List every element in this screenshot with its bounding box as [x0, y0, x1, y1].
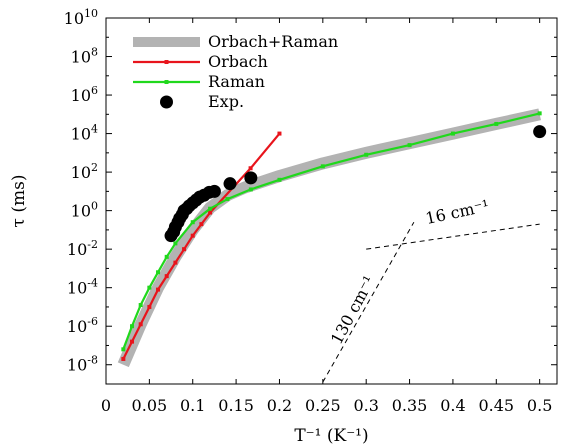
raman-point [121, 347, 126, 352]
y-axis-label: τ (ms) [9, 175, 29, 228]
axis-ticks: 0 0.05 0.1 0.15 0.2 0.25 0.3 0.35 0.4 0.45 0.5 10-8… [64, 7, 557, 415]
guide-lines [322, 221, 540, 383]
annotation-label: 16 cm⁻¹ [424, 196, 491, 228]
orbach-point [147, 304, 152, 309]
raman-point [225, 197, 230, 202]
y-tick-label: 102 [71, 161, 98, 182]
raman-point [320, 164, 325, 169]
raman-point [248, 187, 253, 192]
raman-line [122, 112, 540, 350]
raman-point [407, 143, 412, 148]
x-tick-label: 0.15 [218, 396, 254, 415]
exp-point [223, 177, 237, 191]
y-tick-label: 10-6 [67, 315, 98, 336]
raman-point [173, 241, 178, 246]
x-tick-label: 0.35 [392, 396, 428, 415]
orbach-point [182, 247, 187, 252]
exp-point [244, 171, 258, 185]
x-tick-label: 0.3 [353, 396, 378, 415]
y-tick-label: 100 [71, 200, 98, 221]
orbach-point [199, 222, 204, 227]
raman-point [537, 111, 542, 116]
x-tick-label: 0.1 [180, 396, 205, 415]
y-tick-label: 10-2 [67, 238, 98, 259]
orbach-raman-band [117, 108, 541, 368]
orbach-point [130, 339, 135, 344]
orbach-point [173, 260, 178, 265]
legend-swatch-dot [160, 95, 173, 109]
y-tick-label: 10-4 [67, 277, 98, 298]
y-tick-label: 108 [71, 46, 98, 67]
x-tick-label: 0.45 [478, 396, 514, 415]
legend-label: Orbach [208, 52, 268, 71]
raman-point [450, 131, 455, 136]
raman-point [364, 152, 369, 157]
y-tick-label: 104 [71, 123, 98, 144]
x-tick-label: 0.2 [267, 396, 292, 415]
exp-point [533, 125, 547, 139]
x-tick-label: 0.5 [527, 396, 552, 415]
orbach-point [277, 131, 282, 136]
exp-point [207, 184, 221, 198]
orbach-point [164, 274, 169, 279]
y-tick-label: 106 [71, 84, 98, 105]
raman-point [138, 303, 143, 308]
annotation-label: 130 cm⁻¹ [327, 273, 379, 348]
orbach-point [208, 210, 213, 215]
legend-swatch-marker [164, 60, 169, 64]
orbach-point [190, 233, 195, 238]
x-tick-label: 0.05 [132, 396, 168, 415]
legend-label: Raman [208, 72, 265, 91]
raman-point [494, 121, 499, 126]
raman-point [130, 324, 135, 329]
plot-frame [105, 17, 558, 385]
x-tick-label: 0 [101, 396, 111, 415]
legend-swatch-marker [164, 80, 169, 84]
raman-point [147, 285, 152, 290]
x-tick-label: 0.4 [440, 396, 465, 415]
raman-point [277, 177, 282, 182]
orbach-point [121, 356, 126, 361]
orbach-point [248, 166, 253, 171]
raman-point [164, 254, 169, 259]
legend-label: Exp. [208, 92, 244, 111]
y-tick-label: 10-8 [67, 354, 98, 375]
raman-point [208, 206, 213, 211]
series-layer [117, 108, 547, 368]
raman-point [156, 270, 161, 275]
orbach-point [156, 287, 161, 292]
y-tick-label: 1010 [64, 7, 98, 28]
orbach-point [138, 322, 143, 327]
x-tick-label: 0.25 [305, 396, 341, 415]
x-axis-label: T⁻¹ (K⁻¹) [294, 426, 368, 446]
annotations: 16 cm⁻¹ 130 cm⁻¹ [327, 196, 491, 347]
legend-label: Orbach+Raman [208, 32, 338, 51]
guide-line [322, 221, 415, 383]
raman-point [190, 220, 195, 225]
guide-line [366, 223, 540, 250]
